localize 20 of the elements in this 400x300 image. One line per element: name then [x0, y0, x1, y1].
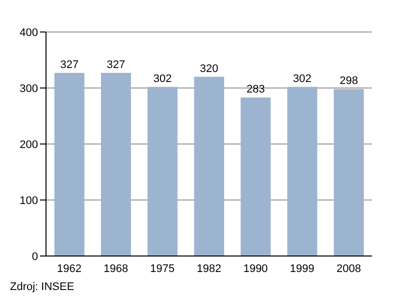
- y-tick-label: 400: [20, 26, 38, 39]
- y-tick-label: 0: [32, 250, 38, 263]
- data-label: 327: [60, 58, 79, 71]
- x-tick-label: 2008: [336, 262, 361, 275]
- x-tick-label: 1975: [150, 262, 175, 275]
- x-tick-label: 1968: [104, 262, 128, 275]
- x-tick-label: 1999: [290, 262, 314, 275]
- data-label: 302: [153, 72, 172, 85]
- data-label: 298: [340, 75, 358, 88]
- data-label: 283: [246, 84, 265, 96]
- y-tick-label: 300: [20, 82, 38, 95]
- data-label: 302: [293, 72, 312, 85]
- data-label: 320: [200, 62, 218, 75]
- text: Zdroj: INSEE: [10, 281, 74, 293]
- x-tick-label: 1990: [243, 262, 268, 275]
- y-tick-label: 200: [20, 138, 38, 151]
- data-label: 327: [106, 58, 126, 71]
- x-tick-label: 1982: [196, 262, 222, 275]
- y-tick-label: 100: [20, 194, 38, 207]
- x-tick-label: 1962: [57, 262, 82, 275]
